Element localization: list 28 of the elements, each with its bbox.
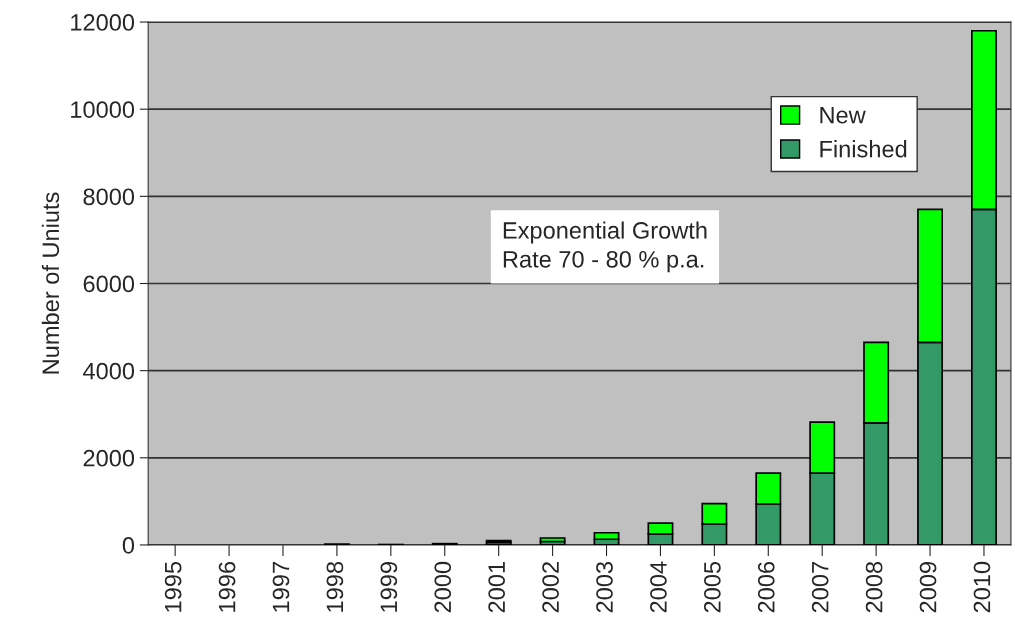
y-tick-label: 8000 xyxy=(83,188,135,206)
y-tick-label: 0 xyxy=(122,537,135,554)
x-tick-label: 2007 xyxy=(811,562,829,613)
x-tick-label: 2004 xyxy=(650,561,667,613)
x-tick-label: 2000 xyxy=(434,561,452,613)
x-tick-label: 2002 xyxy=(542,562,559,613)
annotation: Exponential Growth Rate 70 - 80 % p.a. xyxy=(503,221,707,273)
y-tick-label: 4000 xyxy=(83,362,135,380)
x-tick-label: 2006 xyxy=(757,561,775,613)
y-tick-label: 10000 xyxy=(71,101,135,118)
x-tick-label: 1999 xyxy=(380,562,398,612)
x-tick-label: 2005 xyxy=(703,561,721,613)
x-tick-label: 2008 xyxy=(865,561,883,613)
x-tick-label: 2009 xyxy=(919,562,937,613)
bar xyxy=(593,531,620,541)
x-tick-label: 2003 xyxy=(596,561,613,613)
y-tick-label: 12000 xyxy=(71,14,135,31)
y-axis-title: Number of Uniuts xyxy=(41,192,60,374)
y-tick-label: 6000 xyxy=(83,275,135,293)
legend-label: Finished xyxy=(820,140,907,158)
legend-label: New xyxy=(820,107,866,124)
x-tick-label: 1997 xyxy=(272,562,290,612)
x-tick-label: 1998 xyxy=(326,561,344,612)
x-tick-label: 1996 xyxy=(218,561,236,612)
x-tick-label: 2010 xyxy=(973,561,991,613)
x-tick-label: 2001 xyxy=(488,562,506,613)
x-tick-label: 1995 xyxy=(164,561,182,612)
y-tick-label: 2000 xyxy=(83,449,135,467)
